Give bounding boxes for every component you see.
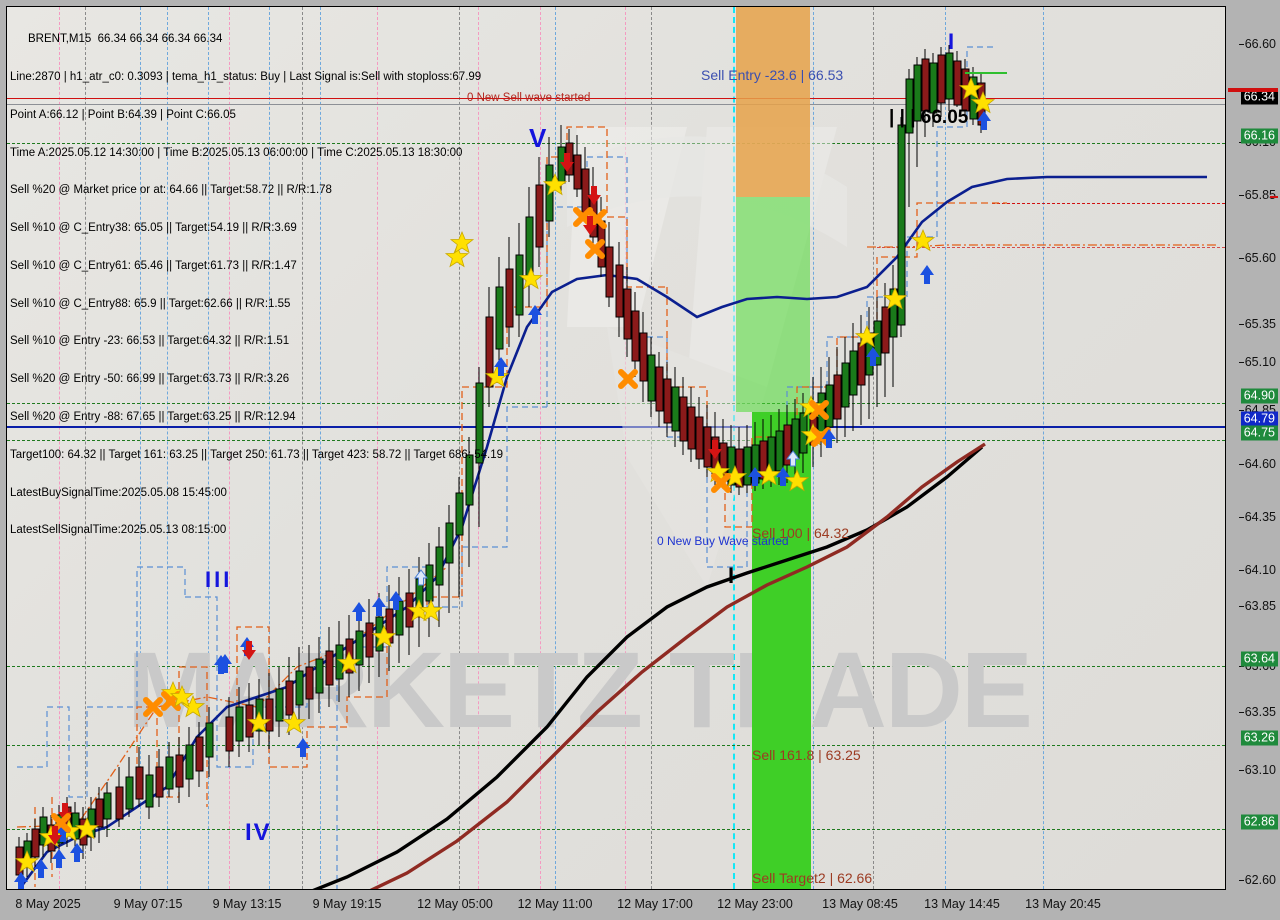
level-line-64-75 xyxy=(7,440,1225,441)
wave-marker-iv: IV xyxy=(245,819,272,846)
buy-zone-green xyxy=(752,412,811,889)
price-tick: 63.35 xyxy=(1238,705,1276,719)
slow-ma-navy xyxy=(19,175,1207,888)
vgrid xyxy=(1043,7,1044,889)
buy-zone-upper xyxy=(736,197,810,412)
sell-signal-line xyxy=(7,98,1225,99)
level-line-63-26 xyxy=(7,745,1225,746)
price-level-label[interactable]: 64.90 xyxy=(1240,388,1278,404)
header-line: Sell %10 @ C_Entry61: 65.46 || Target:61… xyxy=(10,259,297,272)
indicator-header: BRENT,M15 66.34 66.34 66.34 66.34 Line:2… xyxy=(10,8,503,562)
level-line-64-79 xyxy=(7,426,1225,428)
sell-1618-label: Sell 161.8 | 63.25 xyxy=(752,747,861,763)
vgrid xyxy=(459,7,460,889)
header-line: LatestBuySignalTime:2025.05.08 15:45:00 xyxy=(10,486,227,499)
target-line-right-2 xyxy=(877,247,1225,248)
sell-100-label: Sell 100 | 64.32 xyxy=(752,525,850,541)
price-level-label[interactable]: 63.26 xyxy=(1240,730,1278,746)
new-sell-wave-label: 0 New Sell wave started xyxy=(467,92,591,104)
sell-entry-zone xyxy=(736,7,810,197)
current-price-line xyxy=(7,104,1225,105)
wave-marker-v: V xyxy=(529,123,547,153)
price-tick: 63.85 xyxy=(1238,599,1276,613)
target-axis-marker xyxy=(1270,196,1278,198)
vgrid xyxy=(302,7,303,889)
price-tick: 64.60 xyxy=(1238,457,1276,471)
time-tick: 9 May 19:15 xyxy=(312,897,382,911)
time-tick: 12 May 17:00 xyxy=(617,897,693,911)
price-level-label[interactable]: 63.64 xyxy=(1240,651,1278,667)
price-level-label[interactable]: 66.16 xyxy=(1240,128,1278,144)
price-level-label[interactable]: 64.75 xyxy=(1240,425,1278,441)
symbol-line: BRENT,M15 66.34 66.34 66.34 66.34 xyxy=(28,33,223,46)
price-tick: 65.35 xyxy=(1238,317,1276,331)
header-line: Sell %20 @ Market price or at: 64.66 || … xyxy=(10,184,332,197)
vgrid xyxy=(85,7,86,889)
header-line: Sell %20 @ Entry -88: 67.65 || Target:63… xyxy=(10,411,296,423)
sell-line-axis-marker xyxy=(1228,88,1278,92)
level-line-63-64 xyxy=(7,666,1225,667)
price-tick: 64.35 xyxy=(1238,510,1276,524)
price-tick: 65.85 xyxy=(1238,188,1276,202)
vgrid xyxy=(873,7,874,889)
time-tick: 13 May 14:45 xyxy=(924,897,1000,911)
vgrid xyxy=(540,7,541,889)
chart-plot-area[interactable]: MARKETZ TRADE xyxy=(6,6,1226,890)
time-tick: 13 May 20:45 xyxy=(1025,897,1101,911)
price-tick: 64.10 xyxy=(1238,563,1276,577)
time-tick: 9 May 13:15 xyxy=(212,897,282,911)
wave-marker-i-mid: I xyxy=(728,563,735,588)
vgrid xyxy=(229,7,230,889)
wave-marker-iii: III xyxy=(205,567,233,592)
header-line: Target100: 64.32 || Target 161: 63.25 ||… xyxy=(10,448,503,461)
header-line: Time A:2025.05.12 14:30:00 | Time B:2025… xyxy=(10,146,463,159)
vgrid xyxy=(320,7,321,889)
target-line-right xyxy=(992,203,1225,204)
time-tick: 9 May 07:15 xyxy=(113,897,183,911)
price-tick: 65.10 xyxy=(1238,355,1276,369)
price-tick: 62.60 xyxy=(1238,873,1276,887)
sell-target2-label: Sell Target2 | 62.66 xyxy=(752,870,873,886)
level-line-64-90 xyxy=(7,403,1225,404)
vgrid xyxy=(140,7,141,889)
vgrid xyxy=(625,7,626,889)
header-line: Sell %10 @ C_Entry88: 65.9 || Target:62.… xyxy=(10,297,291,310)
current-price-label[interactable]: 66.34 xyxy=(1240,89,1278,105)
price-tick: 65.60 xyxy=(1238,251,1276,265)
time-axis[interactable]: 8 May 2025 9 May 07:15 9 May 13:15 9 May… xyxy=(0,892,1280,920)
header-line: Line:2870 | h1_atr_c0: 0.3093 | tema_h1_… xyxy=(10,70,482,83)
wave-marker-i-top: I xyxy=(948,29,955,54)
header-line: Sell %20 @ Entry -50: 66.99 || Target:63… xyxy=(10,373,290,386)
long-ma-maroon xyxy=(369,442,986,889)
header-line: LatestSellSignalTime:2025.05.13 08:15:00 xyxy=(10,524,227,537)
price-series-canvas xyxy=(14,45,1217,889)
vgrid xyxy=(269,7,270,889)
time-tick: 12 May 11:00 xyxy=(517,897,593,911)
header-line: Point A:66.12 | Point B:64.39 | Point C:… xyxy=(10,108,236,121)
price-tick: 63.10 xyxy=(1238,763,1276,777)
price-level-label[interactable]: 64.79 xyxy=(1240,411,1278,427)
vgrid xyxy=(167,7,168,889)
new-buy-wave-label: 0 New Buy Wave started xyxy=(657,534,789,548)
price-level-label[interactable]: 62.86 xyxy=(1240,814,1278,830)
vgrid xyxy=(945,7,946,889)
time-tick: 13 May 08:45 xyxy=(822,897,898,911)
header-line: Sell %10 @ C_Entry38: 65.05 || Target:54… xyxy=(10,222,297,235)
vgrid xyxy=(208,7,209,889)
last-price-label: | | | 66.05 xyxy=(889,107,969,128)
vgrid xyxy=(59,7,60,889)
header-line: Sell %10 @ Entry -23: 66.53 || Target:64… xyxy=(10,335,290,348)
vgrid xyxy=(555,7,556,889)
sell-entry-label: Sell Entry -23.6 | 66.53 xyxy=(701,67,844,83)
time-tick: 8 May 2025 xyxy=(15,897,81,911)
time-tick: 12 May 05:00 xyxy=(417,897,493,911)
price-tick: 66.60 xyxy=(1238,37,1276,51)
price-axis[interactable]: 66.60 66.10 65.85 65.60 65.35 65.10 64.8… xyxy=(1226,0,1280,920)
time-tick: 12 May 23:00 xyxy=(717,897,793,911)
vgrid xyxy=(377,7,378,889)
level-line-62-86 xyxy=(7,829,1225,830)
